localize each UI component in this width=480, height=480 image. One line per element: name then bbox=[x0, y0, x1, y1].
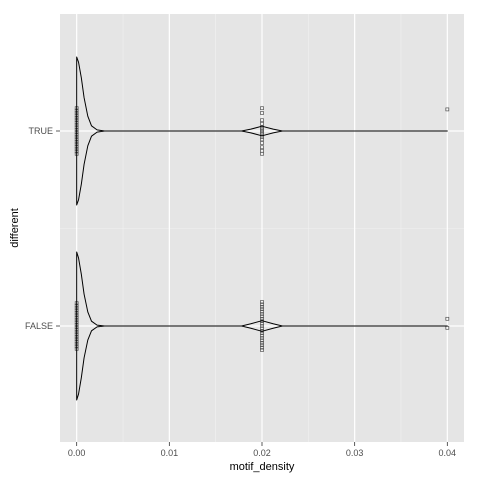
data-point bbox=[260, 333, 264, 338]
data-point bbox=[260, 304, 264, 309]
data-point bbox=[260, 300, 264, 304]
x-axis-ticks: 0.00 0.01 0.02 0.03 0.04 bbox=[68, 442, 456, 458]
data-point bbox=[260, 338, 264, 343]
data-point bbox=[260, 137, 264, 142]
data-point bbox=[260, 321, 264, 326]
y-axis-title: different bbox=[9, 208, 21, 248]
y-axis-ticks: TRUE FALSE bbox=[25, 126, 60, 331]
data-point bbox=[260, 151, 264, 156]
x-tick-label: 0.02 bbox=[253, 448, 271, 458]
violin-true bbox=[76, 56, 448, 206]
x-tick-label: 0.01 bbox=[161, 448, 179, 458]
data-point bbox=[260, 111, 264, 115]
data-point bbox=[260, 314, 264, 319]
violin-false bbox=[76, 251, 448, 401]
violins-layer bbox=[76, 56, 448, 401]
data-point bbox=[260, 348, 264, 352]
x-tick-label: 0.00 bbox=[68, 448, 86, 458]
data-point bbox=[260, 312, 264, 316]
data-point bbox=[260, 326, 264, 331]
data-point bbox=[260, 141, 264, 145]
y-tick-label: FALSE bbox=[25, 321, 53, 331]
data-point bbox=[260, 118, 264, 123]
x-axis-title: motif_density bbox=[230, 461, 295, 473]
data-point bbox=[260, 336, 264, 340]
data-point bbox=[260, 106, 264, 111]
y-tick-label: TRUE bbox=[29, 126, 54, 136]
x-tick-label: 0.04 bbox=[439, 448, 457, 458]
data-point bbox=[260, 324, 264, 328]
data-point bbox=[260, 145, 264, 150]
minor-gridlines bbox=[60, 14, 464, 442]
data-point bbox=[260, 309, 264, 314]
data-point bbox=[260, 121, 264, 126]
data-point bbox=[260, 307, 264, 312]
data-point bbox=[260, 343, 264, 348]
x-tick-label: 0.03 bbox=[346, 448, 364, 458]
data-point bbox=[260, 345, 264, 350]
data-point bbox=[445, 316, 450, 321]
data-point bbox=[260, 302, 264, 307]
data-point bbox=[260, 340, 264, 345]
data-point bbox=[445, 107, 450, 112]
